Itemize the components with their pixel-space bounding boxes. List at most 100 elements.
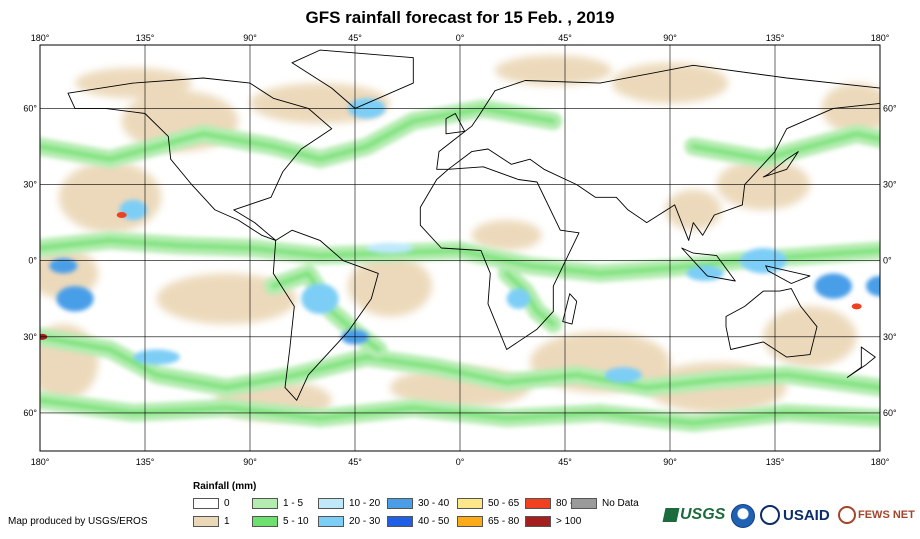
continent-outline xyxy=(681,247,736,282)
legend-label: 1 xyxy=(224,516,230,527)
longitude-tick-label: 45° xyxy=(348,457,362,467)
longitude-tick-label: 0° xyxy=(456,457,465,467)
legend-item: 1 - 5 xyxy=(252,498,303,510)
legend-item: 40 - 50 xyxy=(387,516,449,528)
longitude-tick-label: 135° xyxy=(766,33,785,43)
legend-swatch xyxy=(571,498,597,509)
heavy-rain-cell xyxy=(366,242,414,254)
credit-text: Map produced by USGS/EROS xyxy=(8,516,148,527)
legend-swatch xyxy=(252,498,278,509)
continent-outline xyxy=(846,346,876,378)
map-frame xyxy=(39,44,881,452)
map-title: GFS rainfall forecast for 15 Feb. , 2019 xyxy=(305,8,615,27)
legend-label: No Data xyxy=(602,498,639,509)
legend-swatch xyxy=(252,516,278,527)
legend-item: > 100 xyxy=(525,516,581,528)
longitude-tick-label: 90° xyxy=(243,457,257,467)
extreme-rain-cell xyxy=(116,212,127,219)
heavy-rain-cell xyxy=(814,273,852,299)
legend-swatch xyxy=(193,498,219,509)
graticule xyxy=(40,45,880,451)
legend-item: No Data xyxy=(571,498,639,510)
continent-outline xyxy=(291,49,414,109)
globe-icon xyxy=(838,506,856,524)
latitude-tick-label: 0° xyxy=(883,256,892,266)
longitude-tick-label: 45° xyxy=(558,33,572,43)
rain-area xyxy=(494,55,612,86)
latitude-tick-label: 30° xyxy=(23,332,37,342)
legend-item: 30 - 40 xyxy=(387,498,449,510)
latitude-tick-label: 60° xyxy=(883,408,897,418)
continent-outline xyxy=(67,77,333,241)
heavy-rain-cell xyxy=(506,288,530,309)
usgs-mark-icon xyxy=(662,508,680,522)
legend-swatch xyxy=(318,516,344,527)
continent-outline xyxy=(272,229,379,401)
longitude-tick-label: 180° xyxy=(31,457,50,467)
latitude-tick-label: 60° xyxy=(23,408,37,418)
longitude-tick-label: 180° xyxy=(871,33,890,43)
legend-title: Rainfall (mm) xyxy=(193,481,257,492)
legend-swatch xyxy=(387,498,413,509)
heavy-rain-cell xyxy=(49,258,78,274)
legend-item: 1 xyxy=(193,516,230,528)
longitude-tick-label: 0° xyxy=(456,33,465,43)
longitude-tick-label: 135° xyxy=(136,457,155,467)
longitude-tick-label: 90° xyxy=(663,33,677,43)
heavy-rain-cell xyxy=(56,286,94,312)
heavy-rain-cell xyxy=(866,275,880,297)
legend-item: 0 xyxy=(193,498,230,510)
longitude-tick-label: 180° xyxy=(871,457,890,467)
legend-item: 5 - 10 xyxy=(252,516,309,528)
continent-outline xyxy=(436,64,880,241)
legend-swatch xyxy=(318,498,344,509)
heavy-rain-cell xyxy=(133,349,181,365)
extreme-rain-cell xyxy=(851,303,862,310)
legend-swatch xyxy=(193,516,219,527)
legend-item: 65 - 80 xyxy=(457,516,519,528)
fews-net-logo: FEWS NET xyxy=(838,500,915,530)
legend-label: 1 - 5 xyxy=(283,498,304,509)
legend-label: 0 xyxy=(224,498,230,509)
continent-outline xyxy=(725,288,818,358)
noaa-logo-icon xyxy=(731,504,755,528)
rain-area xyxy=(348,255,432,317)
rain-band-core xyxy=(504,270,556,327)
heavy-rain-cell xyxy=(604,367,642,383)
legend-item: 20 - 30 xyxy=(318,516,380,528)
legend-label: 20 - 30 xyxy=(349,516,381,527)
rain-band-core xyxy=(690,131,880,162)
usgs-logo: USGS xyxy=(662,500,725,530)
longitude-tick-label: 45° xyxy=(558,457,572,467)
longitude-tick-label: 90° xyxy=(243,33,257,43)
legend-label: 5 - 10 xyxy=(283,516,309,527)
legend-swatch xyxy=(457,516,483,527)
legend-label: 65 - 80 xyxy=(488,516,520,527)
continent-outline xyxy=(765,265,811,284)
land-outlines xyxy=(67,49,880,401)
longitude-tick-label: 135° xyxy=(766,457,785,467)
latitude-tick-label: 0° xyxy=(28,256,37,266)
legend-swatch xyxy=(457,498,483,509)
latitude-tick-label: 60° xyxy=(23,103,37,113)
latitude-tick-label: 60° xyxy=(883,103,897,113)
continent-outline xyxy=(762,151,799,178)
legend-item: 10 - 20 xyxy=(318,498,380,510)
rain-area xyxy=(58,161,162,233)
rain-area xyxy=(665,189,722,231)
longitude-tick-label: 45° xyxy=(348,33,362,43)
usaid-logo: USAID xyxy=(760,500,830,530)
longitude-tick-label: 180° xyxy=(31,33,50,43)
usaid-seal-icon xyxy=(760,505,780,525)
legend-swatch xyxy=(387,516,413,527)
latitude-tick-label: 30° xyxy=(23,180,37,190)
legend-label: 10 - 20 xyxy=(349,498,381,509)
legend-label: 30 - 40 xyxy=(418,498,450,509)
legend-label: 50 - 65 xyxy=(488,498,520,509)
continent-outline xyxy=(445,113,466,135)
legend-swatch xyxy=(525,498,551,509)
continent-outline xyxy=(419,166,580,350)
axis-ticks: 180° 180° 135° 135° 90° 90° 45° 45° 0° 0° 45° 45° 90… xyxy=(23,33,897,467)
legend-swatch xyxy=(525,516,551,527)
